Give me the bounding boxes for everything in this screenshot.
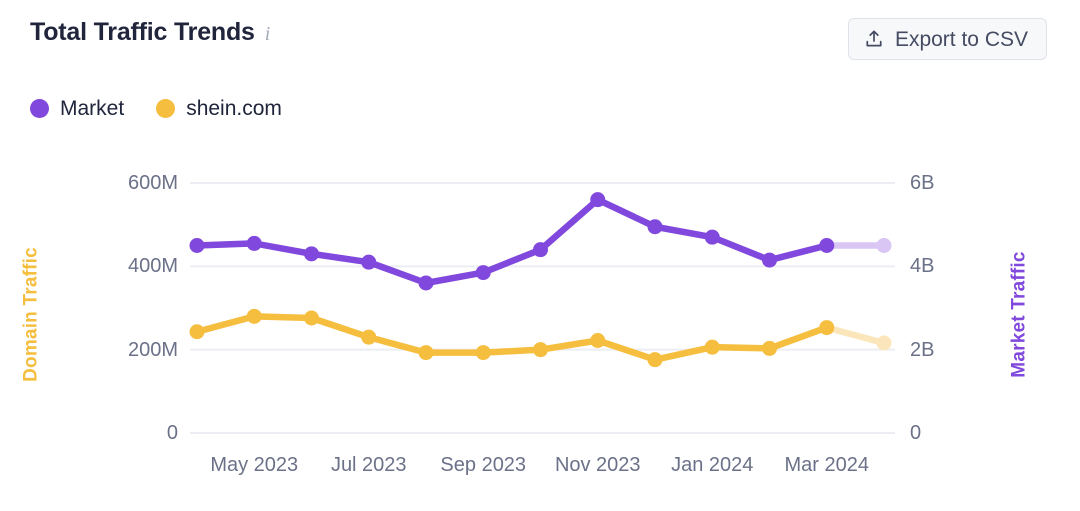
market-segment	[308, 250, 372, 266]
series-shein-line	[193, 313, 888, 363]
shein-point[interactable]	[246, 308, 262, 324]
info-icon[interactable]: i	[264, 22, 271, 45]
market-point[interactable]	[762, 252, 777, 268]
shein-segment	[594, 337, 659, 363]
shein-segment	[308, 314, 372, 341]
shein-point[interactable]	[590, 333, 606, 348]
export-to-csv-button[interactable]: Export to CSV	[847, 18, 1047, 60]
market-point[interactable]	[647, 219, 663, 235]
card-header: Total Traffic Trends i Export to CSV	[0, 0, 1080, 72]
upload-icon	[866, 30, 882, 47]
market-point[interactable]	[304, 246, 319, 262]
export-to-csv-label: Export to CSV	[894, 27, 1028, 51]
legend-label-shein: shein.com	[186, 97, 282, 120]
shein-segment	[537, 337, 601, 353]
market-point[interactable]	[418, 275, 434, 291]
x-axis-tick-label: Sep 2023	[440, 454, 527, 476]
shein-point[interactable]	[647, 352, 663, 368]
market-segment	[651, 223, 716, 241]
shein-point[interactable]	[819, 320, 835, 336]
shein-segment	[651, 343, 716, 363]
market-point[interactable]	[475, 265, 491, 281]
shein-segment	[365, 333, 430, 356]
shein-point[interactable]	[876, 335, 892, 351]
shein-point[interactable]	[533, 342, 548, 358]
left-axis-tick-label: 400M	[127, 255, 178, 278]
shein-segment	[193, 313, 258, 335]
x-axis-tick-label: Jan 2024	[671, 454, 754, 476]
right-axis-tick-label: 2B	[910, 338, 935, 361]
market-segment	[193, 240, 258, 249]
left-axis-tick-label: 600M	[127, 172, 178, 194]
shein-point[interactable]	[361, 329, 377, 345]
legend-dot-shein	[156, 99, 176, 118]
shein-point[interactable]	[418, 345, 434, 361]
x-axis-tick-label: Jul 2023	[330, 454, 407, 476]
page-title: Total Traffic Trends	[30, 18, 255, 46]
gridlines	[190, 182, 895, 434]
market-point[interactable]	[361, 254, 377, 270]
market-point[interactable]	[704, 229, 720, 245]
market-segment	[537, 196, 601, 253]
x-axis-tick-label: Mar 2024	[784, 454, 870, 476]
x-axis-tick-label: Nov 2023	[554, 454, 641, 476]
shein-segment	[480, 346, 544, 356]
market-point[interactable]	[533, 242, 548, 258]
series-market-line	[193, 196, 888, 287]
market-segment	[365, 258, 430, 287]
shein-point[interactable]	[704, 339, 720, 355]
market-point[interactable]	[819, 238, 835, 253]
shein-point[interactable]	[189, 324, 205, 340]
shein-segment	[251, 313, 315, 322]
left-axis-tick-label: 0	[166, 422, 178, 444]
legend-item-market[interactable]: Market	[30, 98, 124, 119]
market-segment	[251, 240, 315, 258]
legend-dot-market	[30, 99, 49, 118]
chart-legend: Market shein.com	[30, 98, 282, 119]
shein-point[interactable]	[304, 310, 319, 326]
right-axis-tick-label: 4B	[910, 255, 935, 278]
market-point[interactable]	[246, 235, 262, 251]
market-point[interactable]	[590, 192, 606, 208]
shein-segment	[766, 324, 830, 352]
market-segment	[480, 246, 544, 276]
market-segment	[709, 233, 773, 264]
shein-point[interactable]	[762, 340, 777, 356]
series-shein-points	[189, 308, 892, 368]
shein-segment	[823, 324, 888, 347]
shein-segment	[709, 343, 773, 352]
series-market-points	[189, 192, 892, 291]
x-axis-tick-label: May 2023	[210, 454, 299, 476]
market-segment	[422, 269, 487, 287]
right-axis-tick-label: 0	[910, 422, 922, 444]
legend-label-market: Market	[60, 97, 125, 120]
market-point[interactable]	[189, 238, 205, 253]
shein-point[interactable]	[475, 345, 491, 361]
right-axis-tick-label: 6B	[910, 172, 935, 194]
market-segment	[594, 196, 659, 230]
left-axis-tick-label: 200M	[127, 338, 178, 361]
legend-item-shein[interactable]: shein.com	[156, 98, 282, 119]
title-row: Total Traffic Trends i	[30, 20, 270, 45]
market-segment	[766, 242, 830, 264]
market-point[interactable]	[876, 238, 892, 253]
